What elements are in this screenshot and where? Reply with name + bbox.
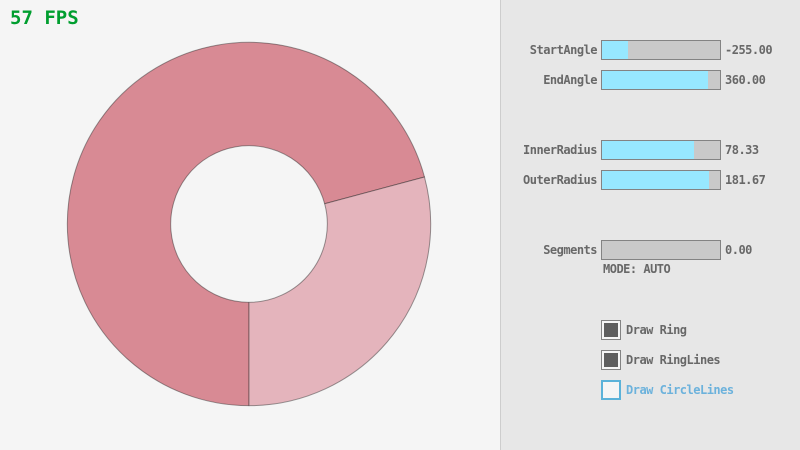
- slider-row-startangle: StartAngle -255.00: [501, 40, 800, 60]
- checkmark-fill: [604, 323, 618, 337]
- innerradius-value: 78.33: [725, 143, 759, 157]
- innerradius-label: InnerRadius: [523, 143, 597, 157]
- outerradius-value: 181.67: [725, 173, 766, 187]
- checkbox-row-draw-ringlines: Draw RingLines: [601, 350, 781, 370]
- segments-label: Segments: [543, 243, 597, 257]
- startangle-slider-fill: [602, 41, 628, 59]
- draw-ring-label: Draw Ring: [626, 323, 687, 337]
- slider-row-segments: Segments 0.00: [501, 240, 800, 260]
- endangle-slider[interactable]: [601, 70, 721, 90]
- draw-ring-checkbox[interactable]: [601, 320, 621, 340]
- ring-double-coverage: [66, 41, 426, 407]
- draw-circlelines-checkbox[interactable]: [601, 380, 621, 400]
- draw-ringlines-checkbox[interactable]: [601, 350, 621, 370]
- fps-counter: 57 FPS: [10, 7, 79, 29]
- outerradius-label: OuterRadius: [523, 173, 597, 187]
- ring-single-coverage: [248, 176, 432, 407]
- control-panel: StartAngle -255.00 EndAngle 360.00 Inner…: [500, 0, 800, 450]
- draw-ringlines-label: Draw RingLines: [626, 353, 721, 367]
- endangle-label: EndAngle: [543, 73, 597, 87]
- endangle-value: 360.00: [725, 73, 766, 87]
- startangle-value: -255.00: [725, 43, 773, 57]
- outerradius-slider[interactable]: [601, 170, 721, 190]
- startangle-label: StartAngle: [529, 43, 598, 57]
- segments-slider[interactable]: [601, 240, 721, 260]
- innerradius-slider[interactable]: [601, 140, 721, 160]
- checkbox-row-draw-circlelines: Draw CircleLines: [601, 380, 781, 400]
- mode-status-text: MODE: AUTO: [603, 262, 671, 276]
- slider-row-innerradius: InnerRadius 78.33: [501, 140, 800, 160]
- slider-row-outerradius: OuterRadius 181.67: [501, 170, 800, 190]
- startangle-slider[interactable]: [601, 40, 721, 60]
- innerradius-slider-fill: [602, 141, 695, 159]
- draw-circlelines-label: Draw CircleLines: [626, 383, 734, 397]
- ring-chart: [66, 41, 432, 407]
- checkmark-fill: [604, 353, 618, 367]
- segments-value: 0.00: [725, 243, 752, 257]
- checkbox-row-draw-ring: Draw Ring: [601, 320, 781, 340]
- slider-row-endangle: EndAngle 360.00: [501, 70, 800, 90]
- outerradius-slider-fill: [602, 171, 710, 189]
- endangle-slider-fill: [602, 71, 709, 89]
